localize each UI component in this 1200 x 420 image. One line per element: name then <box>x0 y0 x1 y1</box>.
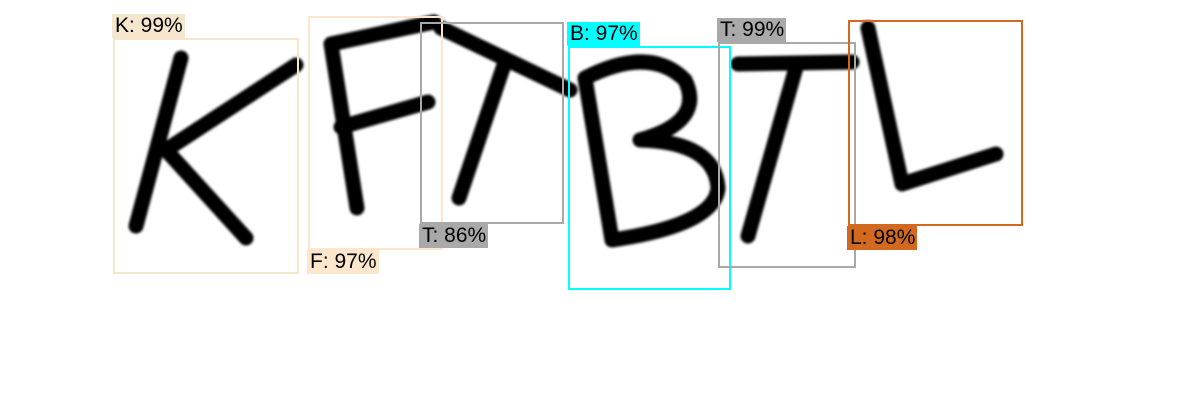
detection-box-t-1 <box>420 22 564 224</box>
detection-box-f <box>308 16 443 250</box>
letter-l-glyph <box>860 20 1004 192</box>
detection-box-b <box>568 46 731 290</box>
detection-label-b: B: 97% <box>567 22 640 46</box>
detection-box-t-2 <box>718 42 856 268</box>
letter-t1-glyph <box>433 20 578 206</box>
letter-t2-glyph <box>730 54 860 244</box>
detection-label-t-2: T: 99% <box>717 18 787 42</box>
detection-box-l <box>848 20 1023 226</box>
letter-k-glyph <box>128 50 304 246</box>
detection-label-l: L: 98% <box>847 226 918 250</box>
letter-f-glyph <box>323 14 442 216</box>
detection-label-k: K: 99% <box>112 14 185 38</box>
detection-label-f: F: 97% <box>307 250 379 274</box>
letter-b-glyph <box>577 54 726 248</box>
detection-box-k <box>113 38 299 274</box>
detection-label-t-1: T: 86% <box>419 224 489 248</box>
